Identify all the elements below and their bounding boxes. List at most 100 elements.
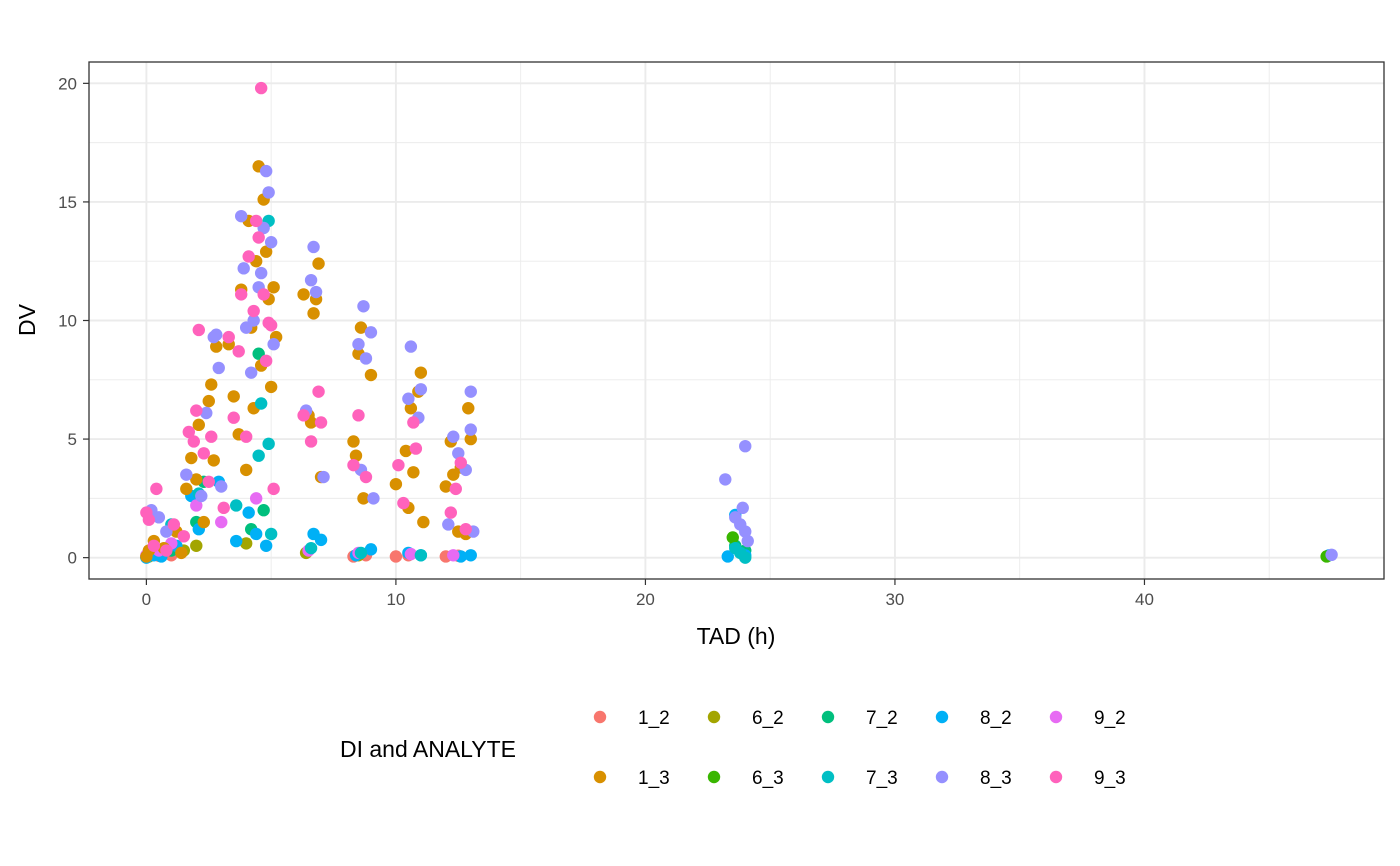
data-point-8_3	[404, 340, 418, 353]
data-point-9_3	[242, 250, 255, 263]
data-point-8_3	[247, 314, 260, 327]
data-point-8_3	[1325, 548, 1338, 562]
data-point-9_3	[267, 482, 280, 496]
data-point-9_3	[190, 404, 203, 417]
data-point-8_2	[249, 527, 263, 541]
data-points	[140, 81, 1338, 564]
legend-label-8_2: 8_2	[980, 708, 1012, 729]
data-point-8_3	[215, 480, 228, 493]
data-point-1_3	[180, 482, 193, 496]
data-point-1_3	[297, 288, 310, 301]
legend-key-1_3	[593, 770, 607, 784]
data-point-1_3	[227, 390, 240, 403]
data-point-1_3	[264, 380, 278, 394]
legend-key-1_2	[593, 710, 607, 724]
data-point-9_3	[297, 409, 310, 422]
legend-label-8_3: 8_3	[980, 768, 1012, 789]
data-point-8_3	[180, 468, 193, 481]
data-point-1_3	[239, 463, 253, 477]
data-point-1_3	[267, 281, 280, 294]
data-point-1_3	[462, 402, 475, 415]
data-point-9_3	[259, 354, 273, 368]
data-point-7_2	[257, 504, 270, 517]
data-point-1_3	[357, 492, 370, 505]
data-point-8_3	[719, 473, 732, 486]
data-point-9_3	[217, 501, 230, 515]
data-point-8_3	[200, 406, 213, 420]
legend-label-6_3: 6_3	[752, 768, 784, 789]
data-point-8_3	[447, 430, 460, 443]
legend-label-1_2: 1_2	[638, 708, 670, 729]
data-point-8_3	[364, 326, 378, 339]
y-tick-label: 15	[58, 193, 77, 212]
legend-key-8_2	[935, 710, 949, 724]
data-point-9_2	[215, 515, 228, 529]
data-point-8_3	[307, 240, 320, 254]
data-point-1_3	[407, 466, 420, 479]
data-point-1_3	[399, 444, 413, 458]
data-point-8_3	[442, 518, 455, 531]
data-point-8_3	[267, 338, 280, 351]
data-point-1_3	[464, 432, 477, 446]
data-point-9_3	[205, 430, 218, 443]
data-point-8_3	[359, 352, 373, 365]
data-point-8_3	[452, 447, 465, 460]
data-point-8_3	[244, 366, 258, 379]
data-point-8_3	[262, 186, 275, 199]
data-point-7_3	[252, 449, 265, 462]
data-point-9_3	[397, 496, 410, 510]
data-point-9_3	[352, 409, 365, 422]
data-point-9_3	[392, 458, 405, 472]
data-point-9_3	[235, 288, 248, 301]
data-point-8_3	[464, 385, 477, 398]
data-point-1_2	[389, 550, 403, 563]
data-point-1_3	[192, 418, 205, 432]
data-point-1_3	[349, 449, 363, 462]
data-point-9_3	[454, 456, 467, 469]
y-axis: 0 5 10 15 20	[58, 74, 89, 568]
data-point-8_2	[721, 550, 734, 563]
legend-label-9_2: 9_2	[1094, 708, 1126, 729]
x-tick-label: 10	[386, 590, 405, 609]
data-point-8_2	[242, 506, 255, 519]
data-point-1_3	[307, 307, 320, 320]
data-point-1_3	[404, 402, 418, 415]
x-tick-label: 0	[142, 590, 151, 609]
data-point-9_3	[142, 513, 156, 526]
x-tick-label: 40	[1135, 590, 1154, 609]
data-point-1_3	[202, 394, 215, 408]
data-point-9_2	[447, 549, 460, 562]
data-point-9_3	[359, 470, 373, 484]
data-point-9_3	[192, 323, 205, 337]
data-point-8_3	[210, 328, 223, 341]
x-axis-title: TAD (h)	[697, 623, 776, 649]
data-point-8_3	[739, 525, 752, 538]
x-tick-label: 20	[636, 590, 655, 609]
y-tick-label: 0	[68, 549, 77, 568]
data-point-7_3	[264, 527, 278, 541]
data-point-8_3	[237, 262, 250, 275]
legend-title: DI and ANALYTE	[340, 736, 516, 762]
legend-key-6_2	[707, 710, 721, 724]
legend-label-9_3: 9_3	[1094, 768, 1126, 789]
y-tick-label: 20	[58, 74, 77, 93]
data-point-8_3	[309, 285, 323, 299]
data-point-8_3	[367, 492, 380, 505]
data-point-8_3	[402, 392, 415, 405]
data-point-9_3	[304, 435, 318, 448]
data-point-9_3	[312, 385, 325, 398]
data-point-8_3	[352, 338, 365, 351]
legend-label-1_3: 1_3	[638, 768, 670, 789]
data-point-8_3	[152, 511, 166, 524]
data-point-9_3	[150, 482, 163, 496]
data-point-8_3	[741, 534, 754, 548]
data-point-7_3	[254, 397, 268, 410]
data-point-7_3	[739, 551, 752, 564]
data-point-9_3	[167, 518, 181, 531]
data-point-7_3	[354, 546, 368, 560]
data-point-9_3	[160, 544, 173, 557]
legend-key-7_2	[821, 710, 835, 724]
data-point-7_3	[230, 499, 243, 512]
data-point-1_3	[364, 368, 378, 382]
data-point-8_2	[314, 533, 328, 547]
